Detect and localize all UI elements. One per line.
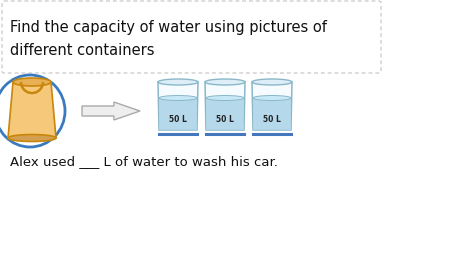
Ellipse shape xyxy=(159,95,197,101)
Ellipse shape xyxy=(253,95,291,101)
Polygon shape xyxy=(205,82,245,130)
Polygon shape xyxy=(252,82,292,130)
Polygon shape xyxy=(159,98,197,130)
Text: Find the capacity of water using pictures of: Find the capacity of water using picture… xyxy=(10,20,327,35)
Text: 50 L: 50 L xyxy=(216,114,234,123)
Ellipse shape xyxy=(206,95,244,101)
Ellipse shape xyxy=(205,79,245,85)
FancyBboxPatch shape xyxy=(2,1,381,73)
Ellipse shape xyxy=(252,79,292,85)
Polygon shape xyxy=(206,98,244,130)
Text: different containers: different containers xyxy=(10,43,155,58)
Text: Alex used ___ L of water to wash his car.: Alex used ___ L of water to wash his car… xyxy=(10,155,278,168)
Polygon shape xyxy=(158,82,198,130)
Text: 50 L: 50 L xyxy=(263,114,281,123)
Text: 50 L: 50 L xyxy=(169,114,187,123)
Polygon shape xyxy=(8,82,56,138)
Ellipse shape xyxy=(13,78,51,86)
Polygon shape xyxy=(82,102,140,120)
Ellipse shape xyxy=(8,135,56,142)
Polygon shape xyxy=(253,98,291,130)
Ellipse shape xyxy=(158,79,198,85)
